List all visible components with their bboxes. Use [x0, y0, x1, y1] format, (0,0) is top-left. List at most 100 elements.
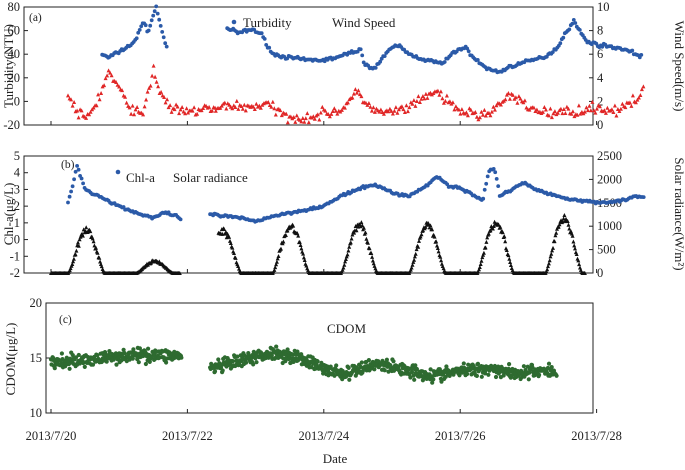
wind-speed-point — [377, 109, 382, 114]
wind-speed-point — [371, 105, 376, 110]
x-axis-label: Date — [323, 451, 348, 466]
wind-speed-point — [72, 100, 77, 104]
cdom-point — [82, 364, 87, 369]
wind-speed-point — [84, 115, 89, 120]
turbidity-point — [262, 37, 267, 41]
chla-point — [67, 194, 72, 199]
solar-radiance-point — [341, 265, 346, 270]
wind-speed-point — [183, 111, 188, 116]
turbidity-point — [358, 47, 363, 52]
wind-speed-point — [303, 116, 308, 121]
wind-speed-point — [366, 101, 371, 105]
wind-speed-point — [636, 95, 641, 100]
wind-speed-point — [435, 88, 440, 93]
panel-c-data — [48, 344, 559, 385]
wind-speed-point — [378, 107, 383, 112]
solar-radiance-point — [551, 245, 555, 250]
wind-speed-point — [629, 103, 634, 108]
solar-radiance-point — [273, 265, 278, 270]
wind-speed-point — [363, 100, 368, 105]
wind-speed-point — [273, 112, 278, 117]
panel-b-label: (b) — [61, 159, 75, 171]
solar-radiance-point — [228, 241, 233, 245]
wind-speed-point — [168, 103, 173, 108]
wind-speed-point — [453, 104, 458, 109]
cdom-point — [137, 346, 142, 351]
chla-point — [491, 167, 496, 171]
wind-speed-point — [145, 89, 150, 94]
solar-radiance-point — [98, 259, 103, 264]
solar-radiance-point — [504, 248, 509, 252]
chla-point — [178, 217, 183, 222]
wind-speed-point — [605, 105, 610, 110]
solar-radiance-point — [548, 254, 553, 259]
wind-speed-point — [411, 98, 416, 103]
panel-a-left-tick-label: 80 — [8, 0, 21, 14]
panel-b-right-tick-label: 2000 — [597, 172, 622, 186]
legend-label-cdom: CDOM — [327, 321, 366, 336]
wind-speed-point — [175, 104, 180, 109]
wind-speed-point — [323, 108, 328, 113]
wind-speed-point — [151, 63, 156, 68]
turbidity-point — [155, 11, 160, 16]
solar-radiance-point — [296, 233, 301, 238]
solar-radiance-point — [418, 234, 423, 239]
panel-a-data — [66, 4, 646, 125]
turbidity-point — [148, 23, 153, 28]
panel-b-right-tick-label: 500 — [597, 243, 616, 257]
solar-radiance-point — [561, 216, 566, 221]
wind-speed-point — [369, 108, 374, 113]
panel-a-right-tick-label: 4 — [597, 71, 604, 85]
turbidity-point — [573, 21, 578, 25]
turbidity-point — [163, 41, 168, 46]
solar-radiance-point — [92, 243, 97, 248]
cdom-point — [493, 374, 499, 380]
wind-speed-point — [548, 106, 553, 111]
solar-radiance-point — [363, 230, 368, 235]
wind-speed-point — [356, 88, 361, 93]
turbidity-point — [134, 36, 139, 41]
wind-speed-point — [399, 104, 404, 109]
solar-radiance-point — [490, 226, 495, 231]
solar-radiance-point — [486, 231, 491, 236]
solar-radiance-point — [84, 225, 89, 230]
wind-speed-point — [585, 108, 590, 113]
wind-speed-point — [102, 83, 107, 88]
wind-speed-point — [543, 107, 548, 112]
cdom-point — [332, 373, 337, 378]
turbidity-point — [561, 35, 566, 40]
wind-speed-point — [306, 120, 311, 125]
cdom-point — [409, 370, 415, 375]
wind-speed-point — [627, 100, 632, 105]
solar-radiance-point — [556, 224, 561, 229]
solar-radiance-point — [409, 265, 414, 270]
cdom-point — [104, 359, 109, 364]
solar-radiance-point — [547, 258, 552, 263]
wind-speed-point — [368, 104, 373, 109]
solar-radiance-point — [274, 259, 279, 264]
cdom-point — [546, 361, 552, 366]
wind-speed-point — [130, 103, 135, 108]
wind-speed-point — [224, 106, 229, 111]
panel-b-left-tick-label: -2 — [10, 266, 20, 280]
turbidity-point — [639, 53, 644, 57]
solar-radiance-point — [366, 240, 370, 245]
wind-speed-point — [163, 100, 168, 105]
x-tick-label: 2013/7/26 — [435, 429, 486, 443]
cdom-point — [439, 379, 444, 384]
wind-speed-point — [420, 94, 425, 98]
solar-radiance-point — [435, 246, 440, 250]
turbidity-point — [143, 23, 148, 28]
cdom-point — [413, 363, 418, 368]
wind-speed-point — [201, 106, 206, 110]
wind-speed-point — [542, 105, 547, 109]
wind-speed-point — [372, 109, 377, 114]
solar-radiance-point — [88, 229, 93, 234]
wind-speed-point — [333, 108, 338, 113]
solar-radiance-point — [498, 224, 503, 229]
wind-speed-point — [230, 106, 235, 111]
wind-speed-point — [353, 87, 358, 92]
panel-a-legend: Turbidity Wind Speed — [231, 15, 396, 30]
wind-speed-point — [332, 106, 337, 111]
wind-speed-point — [354, 90, 359, 95]
